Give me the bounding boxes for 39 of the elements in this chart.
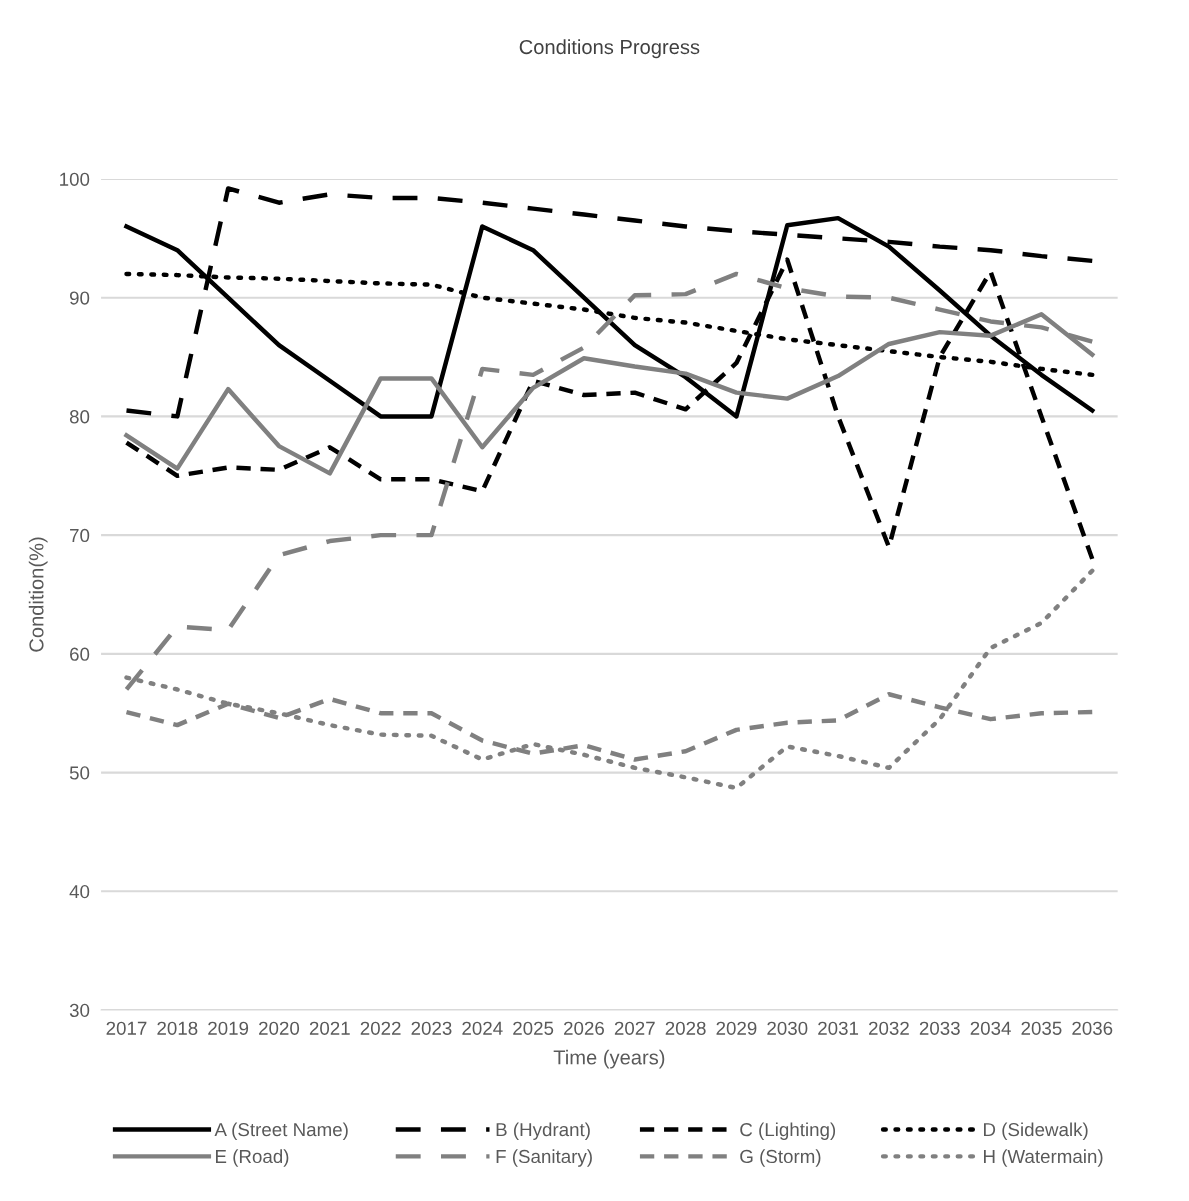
x-tick-label: 2027	[614, 1021, 655, 1035]
x-tick-label: 2020	[259, 1021, 300, 1035]
y-tick-label: 70	[70, 528, 90, 543]
y-tick-label: 40	[69, 885, 90, 899]
legend-label: F (Sanitary)	[496, 1149, 592, 1167]
y-tick-label: 60	[70, 647, 90, 661]
x-tick-label: 2019	[208, 1021, 249, 1035]
x-tick-label: 2028	[665, 1021, 706, 1035]
y-axis-title: Condition(%)	[28, 537, 48, 652]
x-tick-label: 2026	[564, 1021, 604, 1035]
legend-label: C (Lighting)	[740, 1122, 836, 1140]
x-axis-title: Time (years)	[553, 1049, 665, 1069]
x-tick-label: 2017	[106, 1021, 147, 1035]
x-tick-label: 2029	[716, 1021, 757, 1035]
x-tick-label: 2018	[157, 1021, 198, 1035]
legend-label: A (Street Name)	[214, 1122, 348, 1140]
y-tick-label: 80	[69, 410, 90, 424]
y-tick-label: 100	[60, 172, 90, 186]
legend-label: G (Storm)	[740, 1149, 821, 1167]
x-tick-label: 2023	[411, 1021, 452, 1035]
legend-label: D (Sidewalk)	[984, 1122, 1088, 1140]
x-tick-label: 2021	[309, 1021, 350, 1035]
y-tick-label: 90	[69, 291, 90, 305]
x-tick-label: 2022	[360, 1021, 401, 1035]
x-tick-label: 2031	[818, 1021, 859, 1035]
legend-label: E (Road)	[216, 1149, 289, 1167]
x-tick-label: 2025	[513, 1021, 554, 1035]
x-tick-label: 2030	[767, 1021, 808, 1035]
legend-label: B (Hydrant)	[496, 1122, 590, 1140]
legend-label: H (Watermain)	[984, 1149, 1103, 1167]
x-tick-label: 2035	[1021, 1021, 1062, 1035]
x-tick-label: 2036	[1072, 1021, 1113, 1035]
x-tick-label: 2032	[869, 1021, 909, 1035]
chart-title: Conditions Progress	[519, 39, 700, 59]
y-tick-label: 50	[69, 766, 90, 780]
x-tick-label: 2024	[462, 1021, 503, 1035]
y-tick-label: 30	[69, 1003, 90, 1018]
x-tick-label: 2033	[919, 1021, 960, 1035]
x-tick-label: 2034	[970, 1021, 1011, 1035]
